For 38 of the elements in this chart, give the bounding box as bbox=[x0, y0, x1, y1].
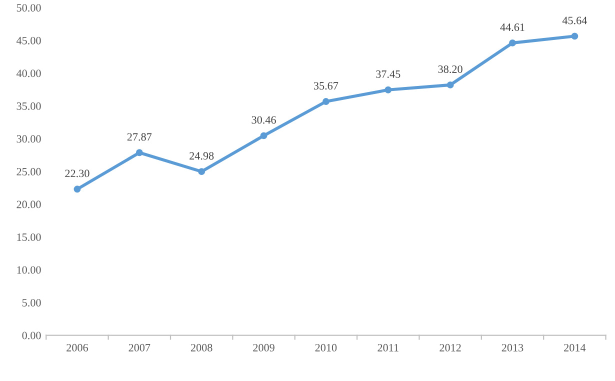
y-tick-label: 15.00 bbox=[17, 233, 41, 241]
point bbox=[509, 39, 516, 46]
x-tick-label: 2012 bbox=[440, 344, 461, 352]
point bbox=[571, 32, 578, 40]
point bbox=[74, 186, 81, 193]
x-tick-label: 2011 bbox=[378, 344, 398, 352]
x-tick-label: 2010 bbox=[315, 344, 337, 352]
point bbox=[322, 98, 330, 105]
y-tick-label: 35.00 bbox=[16, 102, 41, 110]
y-tick-label: 5.00 bbox=[22, 298, 41, 307]
data-label: 38.20 bbox=[438, 65, 462, 74]
data-label: 35.67 bbox=[314, 82, 338, 90]
y-tick-label: 10.00 bbox=[17, 266, 41, 274]
y-tick-label: 0.00 bbox=[22, 332, 41, 340]
data-label: 27.87 bbox=[127, 133, 152, 141]
x-tick-label: 2007 bbox=[128, 344, 150, 352]
point bbox=[260, 132, 268, 140]
point bbox=[384, 86, 392, 94]
data-label: 37.45 bbox=[376, 70, 400, 78]
x-tick-label: 2014 bbox=[564, 344, 586, 352]
x-tick-label: 2008 bbox=[190, 344, 212, 352]
point bbox=[446, 81, 454, 88]
y-tick-label: 20.00 bbox=[16, 200, 41, 208]
y-tick-label: 30.00 bbox=[16, 135, 41, 143]
data-label: 24.98 bbox=[190, 152, 214, 160]
data-label: 22.30 bbox=[65, 170, 90, 178]
x-tick-label: 2006 bbox=[66, 344, 88, 352]
x-tick-label: 2009 bbox=[253, 344, 274, 352]
data-label: 30.46 bbox=[252, 116, 276, 124]
y-tick-label: 25.00 bbox=[16, 168, 41, 176]
data-label: 44.61 bbox=[500, 23, 524, 32]
point bbox=[198, 168, 206, 176]
data-label: 45.64 bbox=[562, 16, 588, 24]
y-tick-label: 50.00 bbox=[16, 4, 41, 12]
point bbox=[136, 149, 143, 156]
y-tick-label: 45.00 bbox=[16, 36, 41, 44]
y-tick-label: 40.00 bbox=[16, 70, 41, 78]
x-tick-label: 2013 bbox=[502, 344, 524, 352]
